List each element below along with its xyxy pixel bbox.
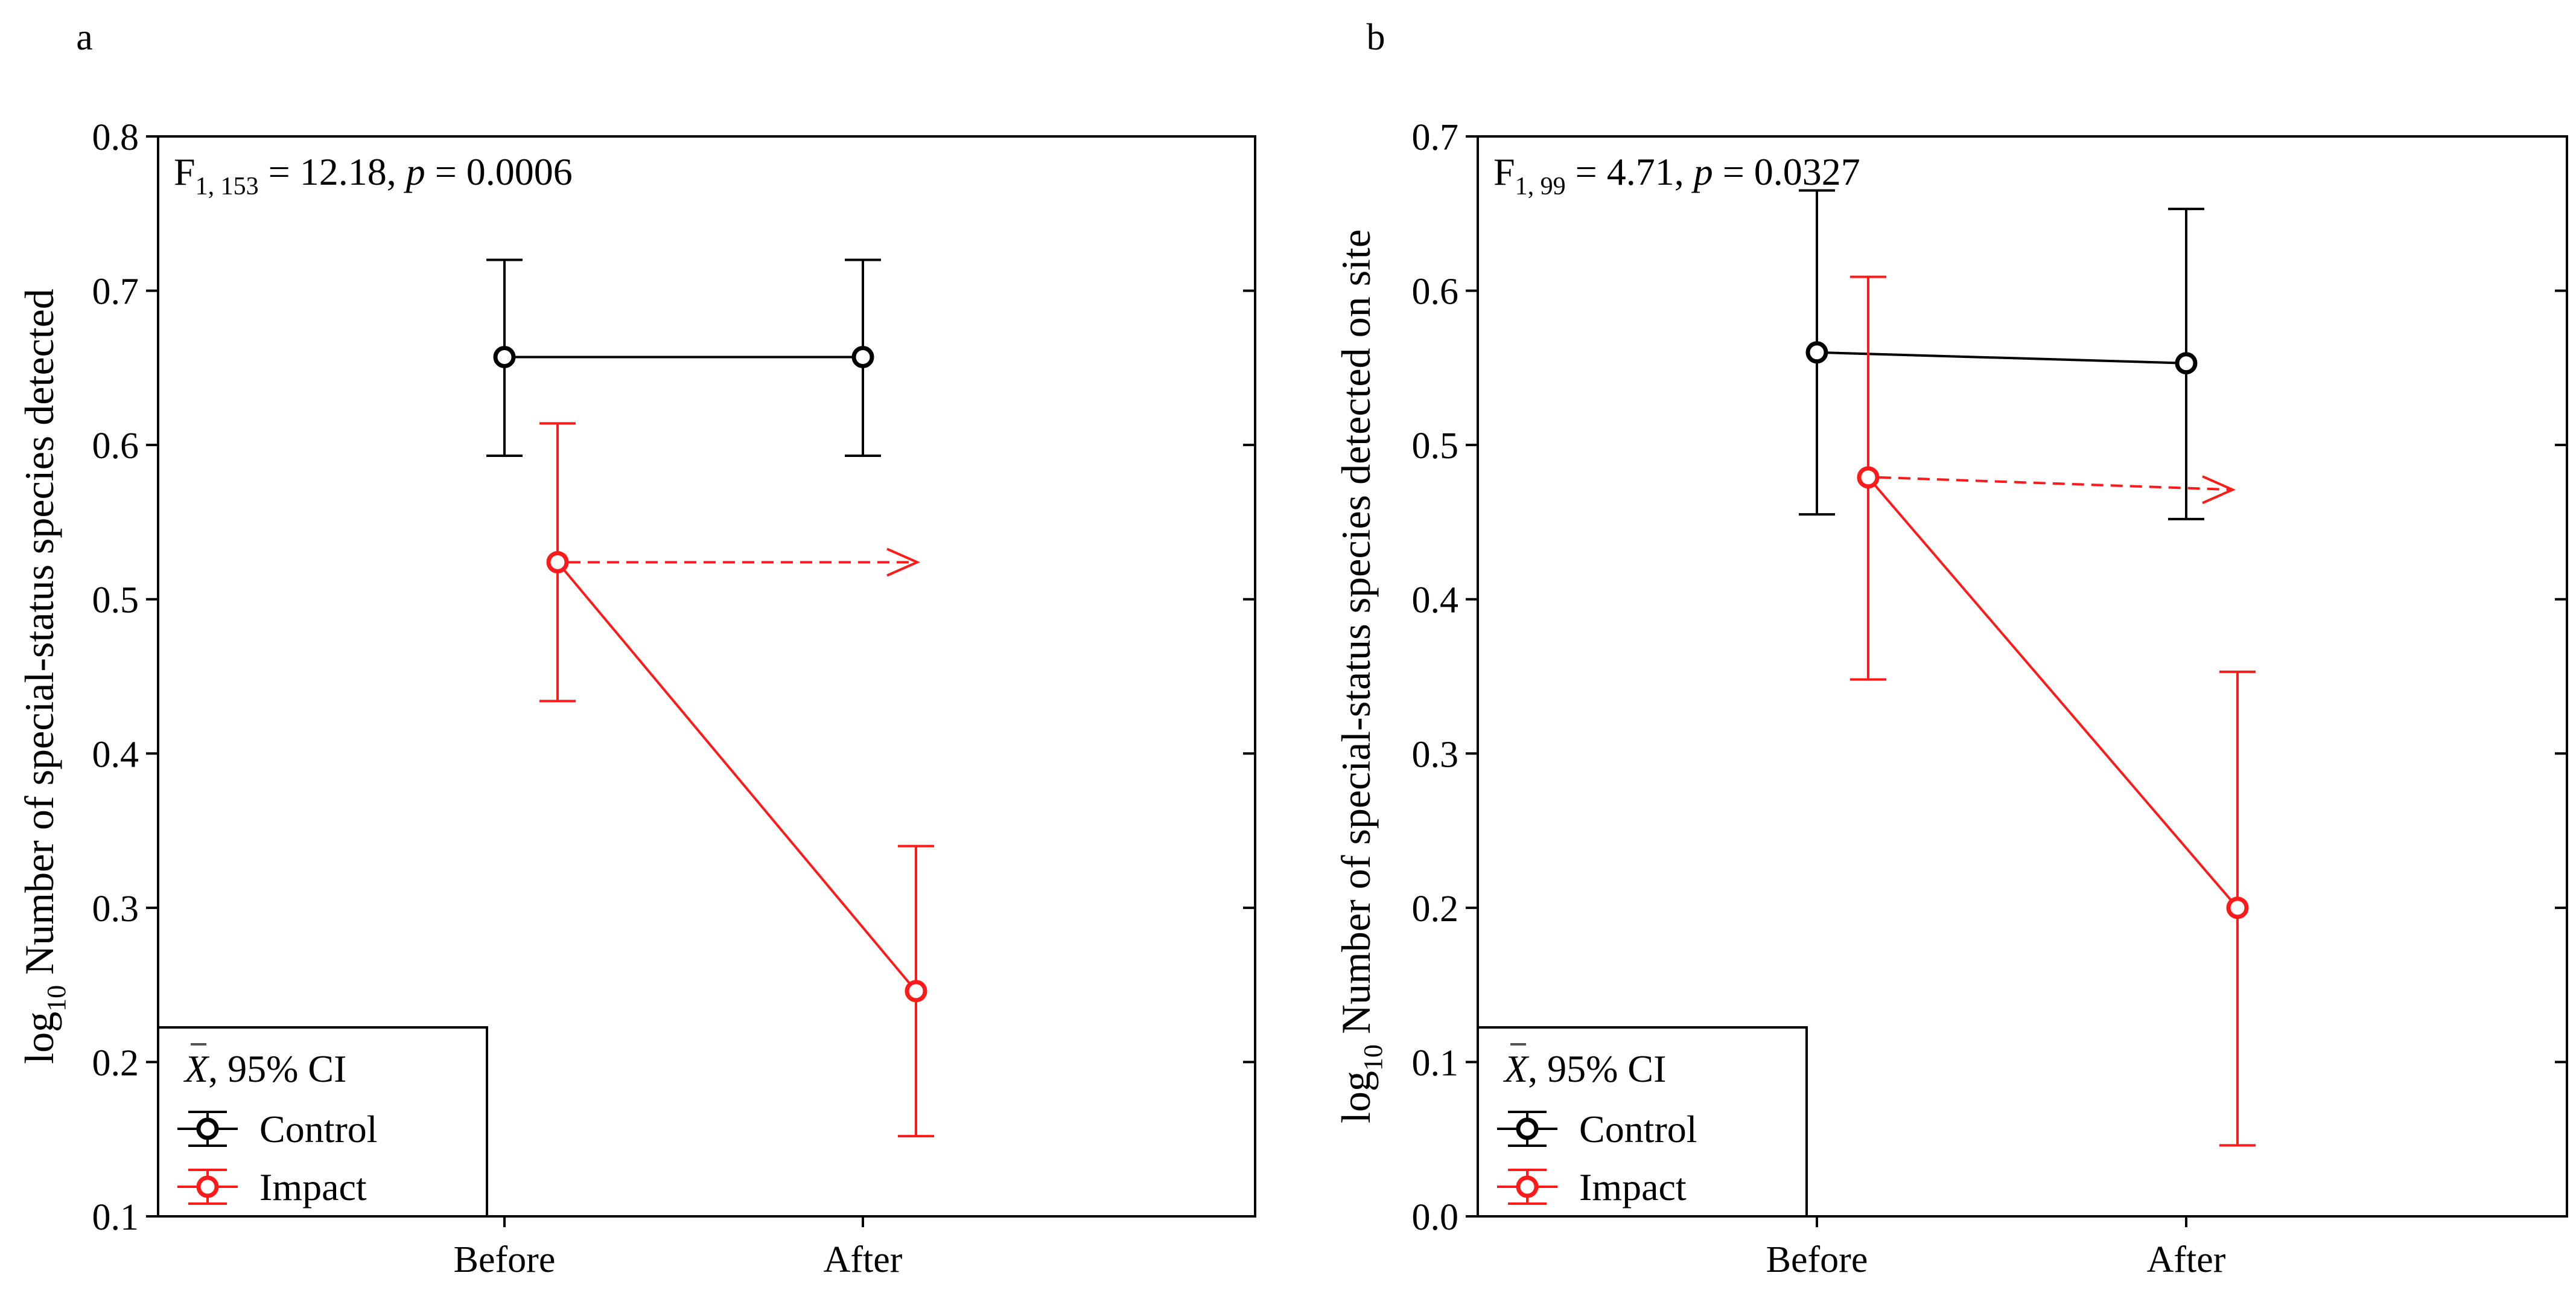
panel-b-stat-value: = 4.71, xyxy=(1566,150,1694,193)
panel-b-series-impact xyxy=(1850,275,2256,1147)
panel-b-letter: b xyxy=(1367,17,1385,58)
panel-b-projection-arrowhead xyxy=(2202,475,2236,505)
panel-a-y-tick-label: 0.4 xyxy=(92,734,139,775)
panel-a-legend-swatch-marker xyxy=(196,1117,219,1140)
panel-b-y-axis-title-log: log xyxy=(1333,1071,1379,1123)
panel-b-x-tick-label: After xyxy=(2147,1239,2226,1280)
panel-b-series-control-mean-point xyxy=(2175,352,2198,375)
panel-a-y-tick-label: 0.7 xyxy=(92,272,139,313)
panel-a-series-control-mean-point xyxy=(851,345,874,368)
panel-b-y-tick-label: 0.7 xyxy=(1412,117,1459,158)
panel-b-stat-df: 1, 99 xyxy=(1515,173,1566,200)
panel-b-y-axis-title: log10 Number of special-status species d… xyxy=(1333,229,1388,1123)
panel-a-stat-F: F xyxy=(174,150,196,193)
panel-b-legend-entry-impact: Impact xyxy=(1579,1166,1687,1208)
panel-a-y-tick-label: 0.5 xyxy=(92,580,139,621)
panel-b-legend-entry-control: Control xyxy=(1579,1108,1697,1151)
panel-b-legend-title-symbol: X xyxy=(1503,1047,1530,1090)
panel-b-projection-arrow-line xyxy=(1878,476,2233,491)
panel-a-y-tick-label: 0.3 xyxy=(92,889,139,930)
panel-a-series-impact xyxy=(539,422,934,1138)
panel-b-y-axis-title-main: Number of special-status species detecte… xyxy=(1333,229,1379,1044)
panel-a-y-tick-label: 0.8 xyxy=(92,117,139,158)
panel-b-y-tick-label: 0.4 xyxy=(1412,580,1459,621)
panel-b-y-axis-title-sub: 10 xyxy=(1358,1044,1388,1071)
panel-b-stat-F: F xyxy=(1493,150,1515,193)
panel-a-series-impact-line xyxy=(556,561,917,992)
panel-a-series-impact-mean-point xyxy=(905,980,927,1003)
panel-b-y-tick-label: 0.5 xyxy=(1412,426,1459,467)
panel-a-series-control xyxy=(486,258,881,458)
panel-b-y-tick-label: 0.0 xyxy=(1412,1197,1459,1238)
panel-a-plot-frame xyxy=(157,135,1256,1218)
panel-b-legend-title-text: , 95% CI xyxy=(1528,1047,1666,1090)
panel-a-y-tick-label: 0.1 xyxy=(92,1197,139,1238)
panel-b-y-tick-label: 0.1 xyxy=(1412,1042,1459,1084)
panel-b-series-control-line xyxy=(1816,351,2187,365)
panel-b-series-impact-mean-point xyxy=(2226,896,2249,919)
panel-a-y-axis-title-log: log xyxy=(16,1012,62,1064)
panel-a-legend-entry-control: Control xyxy=(259,1108,378,1151)
panel-a-legend-entry-impact: Impact xyxy=(259,1166,367,1208)
panel-b-stat-p: p xyxy=(1691,150,1713,193)
panel-b-series-impact-mean-point xyxy=(1857,466,1880,489)
panel-a-stat-value: = 12.18, xyxy=(259,150,406,193)
panel-b-stat-p-value: = 0.0327 xyxy=(1713,150,1860,193)
panel-b-series-impact-line xyxy=(1867,476,2239,909)
panel-a-y-axis-title-sub: 10 xyxy=(42,985,71,1012)
panel-a-series-control-mean-point xyxy=(493,345,516,368)
panel-a-stat-p-value: = 0.0006 xyxy=(425,150,573,193)
panel-b-series-control xyxy=(1799,189,2204,520)
panel-a-series-impact-mean-point xyxy=(546,551,569,573)
panel-a-y-axis-title: log10 Number of special-status species d… xyxy=(16,289,71,1064)
panel-b-series-control-mean-point xyxy=(1805,341,1828,364)
panel-a-legend-title-text: , 95% CI xyxy=(208,1047,346,1090)
panel-a-stat-annotation: F1, 153 = 12.18, p = 0.0006 xyxy=(174,150,573,200)
panel-a-legend-title: X, 95% CI xyxy=(183,1047,346,1090)
panel-b-y-tick-label: 0.6 xyxy=(1412,272,1459,313)
panel-a-y-axis-title-main: Number of special-status species detecte… xyxy=(16,289,62,985)
panel-a-legend-swatch-marker xyxy=(196,1175,219,1198)
panel-b-plot-frame xyxy=(1477,135,2568,1218)
panel-b-legend-swatch-marker xyxy=(1516,1117,1539,1140)
panel-a-x-tick-label: After xyxy=(824,1239,903,1280)
panel-b-legend-title: X, 95% CI xyxy=(1503,1047,1666,1090)
panel-b-stat-annotation: F1, 99 = 4.71, p = 0.0327 xyxy=(1493,150,1860,200)
panel-a-y-tick-label: 0.6 xyxy=(92,426,139,467)
panel-a-letter: a xyxy=(76,17,93,58)
panel-a-x-tick-label: Before xyxy=(454,1239,556,1280)
panel-b-x-tick-label: Before xyxy=(1766,1239,1868,1280)
panel-a-y-tick-label: 0.2 xyxy=(92,1042,139,1084)
panel-b-y-tick-label: 0.3 xyxy=(1412,734,1459,775)
panel-b-legend-swatch-marker xyxy=(1516,1175,1539,1198)
panel-a-stat-df: 1, 153 xyxy=(196,173,259,200)
panel-a-legend-title-symbol: X xyxy=(183,1047,210,1090)
panel-a-projection-arrowhead xyxy=(886,548,920,577)
panel-b-y-tick-label: 0.2 xyxy=(1412,889,1459,930)
panel-a-stat-p: p xyxy=(404,150,425,193)
